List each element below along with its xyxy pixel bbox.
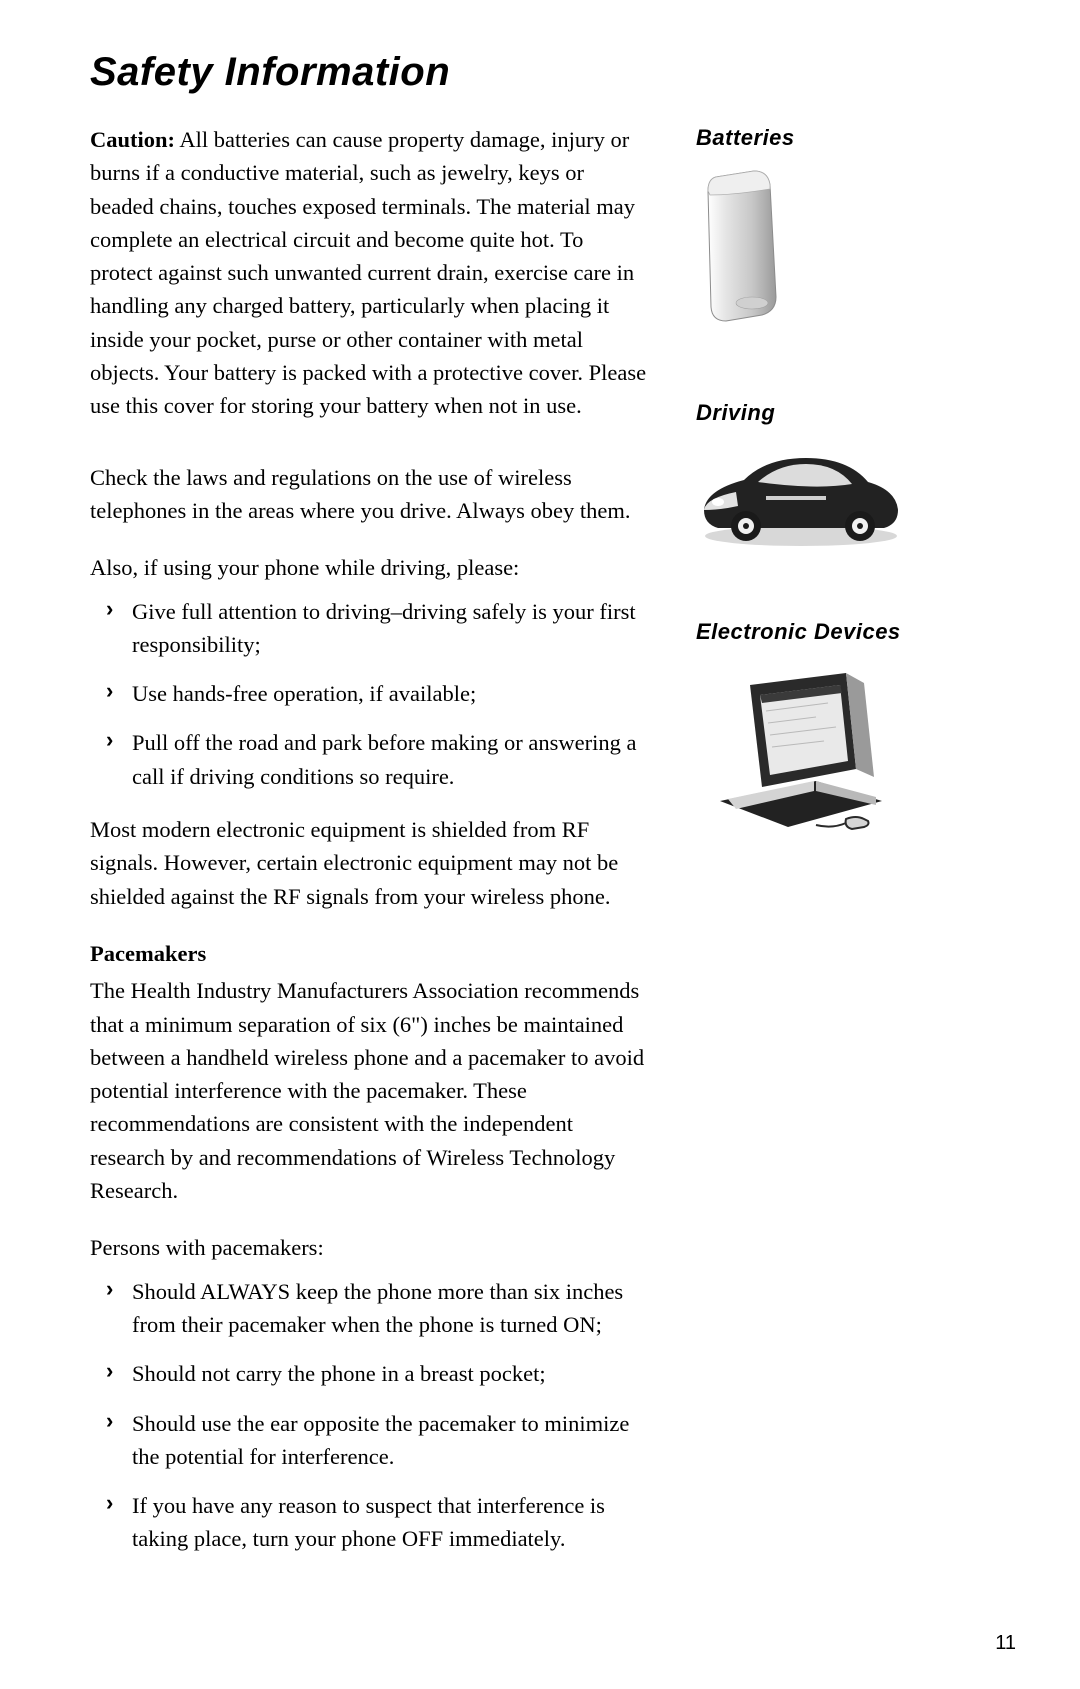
caution-label: Caution:: [90, 127, 175, 152]
page-number: 11: [995, 1632, 1016, 1655]
list-item: If you have any reason to suspect that i…: [120, 1489, 650, 1556]
sidebar-batteries-label: Batteries: [696, 125, 1020, 151]
caution-text: All batteries can cause property damage,…: [90, 127, 646, 418]
pacemakers-paragraph-2: Persons with pacemakers:: [90, 1231, 650, 1264]
pacemakers-paragraph-1: The Health Industry Manufacturers Associ…: [90, 974, 650, 1207]
pacemakers-heading: Pacemakers: [90, 937, 650, 970]
page-title: Safety Information: [90, 50, 1020, 95]
content-row: Caution: All batteries can cause propert…: [90, 123, 1020, 1576]
electronic-paragraph: Most modern electronic equipment is shie…: [90, 813, 650, 913]
pacemakers-bullet-list: Should ALWAYS keep the phone more than s…: [90, 1275, 650, 1556]
sidebar-column: Batteries: [696, 123, 1020, 1576]
car-icon: [696, 440, 1020, 555]
list-item: Should not carry the phone in a breast p…: [120, 1357, 650, 1390]
list-item: Should use the ear opposite the pacemake…: [120, 1407, 650, 1474]
computer-icon: [696, 669, 896, 854]
driving-paragraph-1: Check the laws and regulations on the us…: [90, 461, 650, 528]
list-item: Use hands-free operation, if available;: [120, 677, 650, 710]
sidebar-electronic-block: Electronic Devices: [696, 619, 1020, 854]
caution-paragraph: Caution: All batteries can cause propert…: [90, 123, 650, 423]
sidebar-driving-block: Driving: [696, 400, 1020, 555]
main-column: Caution: All batteries can cause propert…: [90, 123, 650, 1576]
list-item: Should ALWAYS keep the phone more than s…: [120, 1275, 650, 1342]
driving-paragraph-2: Also, if using your phone while driving,…: [90, 551, 650, 584]
list-item: Give full attention to driving–driving s…: [120, 595, 650, 662]
sidebar-batteries-block: Batteries: [696, 125, 1020, 330]
battery-icon: [696, 165, 1020, 330]
sidebar-driving-label: Driving: [696, 400, 1020, 426]
sidebar-electronic-label: Electronic Devices: [696, 619, 1020, 645]
list-item: Pull off the road and park before making…: [120, 726, 650, 793]
driving-bullet-list: Give full attention to driving–driving s…: [90, 595, 650, 793]
